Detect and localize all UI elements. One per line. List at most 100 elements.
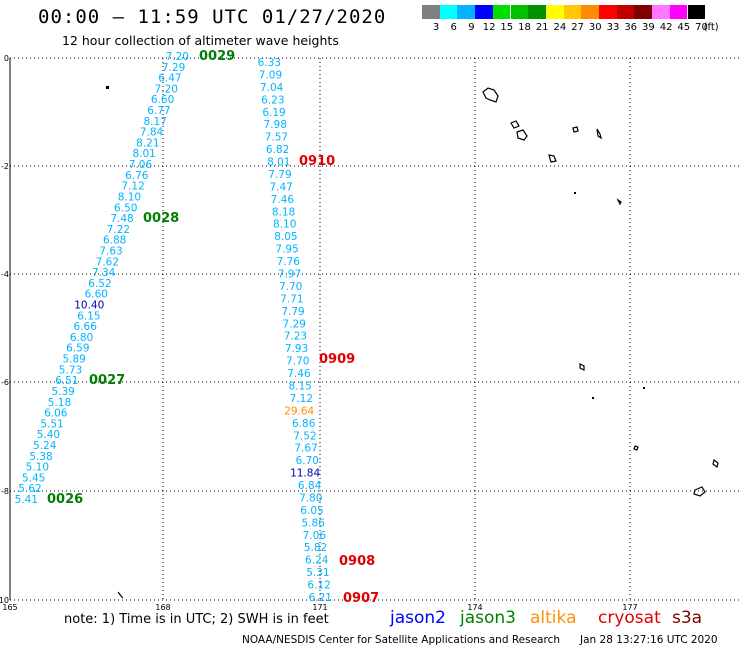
- footer-timestamp: Jan 28 13:27:16 UTC 2020: [580, 634, 718, 646]
- wave-height-value: 7.57: [265, 132, 288, 144]
- legend-unit: (ft): [703, 22, 719, 33]
- wave-height-value: 8.15: [288, 380, 311, 392]
- satellite-name: cryosat: [598, 608, 661, 628]
- wave-height-value: 8.10: [118, 191, 141, 203]
- wave-height-value: 7.12: [290, 393, 313, 405]
- legend-swatch: [422, 5, 440, 19]
- wave-height-value: 7.70: [279, 281, 302, 293]
- wave-height-value: 10.40: [74, 300, 104, 312]
- wave-height-value: 8.21: [136, 137, 159, 149]
- wave-height-value: 29.64: [284, 405, 314, 417]
- wave-height-value: 5.24: [33, 440, 57, 452]
- y-axis-label: -6: [1, 378, 9, 387]
- wave-height-value: 6.86: [292, 418, 316, 430]
- wave-height-value: 8.01: [132, 148, 155, 160]
- island: [592, 397, 594, 399]
- wave-height-value: 7.63: [99, 245, 122, 257]
- legend-swatch: [528, 5, 546, 19]
- wave-height-value: 6.52: [88, 278, 111, 290]
- wave-height-value: 6.06: [44, 408, 68, 420]
- island: [643, 387, 645, 389]
- legend-label: 33: [606, 22, 620, 33]
- island: [712, 458, 719, 469]
- wave-height-value: 7.76: [277, 256, 301, 268]
- wave-height-value: 7.79: [281, 306, 304, 318]
- wave-height-value: 6.60: [151, 94, 174, 106]
- legend-label: 24: [553, 22, 567, 33]
- wave-height-value: 7.46: [271, 194, 295, 206]
- satellite-name: s3a: [672, 608, 703, 628]
- island: [633, 445, 639, 451]
- x-axis-label: 168: [155, 603, 170, 612]
- island: [117, 591, 124, 599]
- y-axis-label: -10: [0, 596, 9, 605]
- time-label: 0029: [199, 49, 235, 64]
- legend-swatch: [492, 5, 511, 19]
- satellite-name: altika: [530, 608, 577, 628]
- legend-swatch: [457, 5, 476, 19]
- legend-label: 15: [500, 22, 514, 33]
- legend-label: 27: [571, 22, 584, 33]
- legend-label: 9: [468, 22, 475, 33]
- wave-height-value: 5.73: [59, 364, 82, 376]
- wave-height-value: 7.04: [260, 82, 284, 94]
- legend-swatch: [669, 5, 688, 19]
- wave-height-value: 7.80: [299, 492, 322, 504]
- wave-height-value: 7.97: [278, 269, 301, 281]
- legend-swatch: [510, 5, 529, 19]
- wave-height-value: 8.10: [273, 219, 296, 231]
- wave-height-value: 5.51: [40, 418, 63, 430]
- y-axis-label: 0: [4, 54, 9, 63]
- satellite-name: jason3: [460, 608, 516, 628]
- wave-height-value: 6.82: [266, 144, 289, 156]
- legend-label: 39: [642, 22, 655, 33]
- legend-swatch: [652, 5, 670, 19]
- x-axis-label: 177: [622, 603, 637, 612]
- wave-height-value: 7.98: [264, 119, 287, 131]
- wave-height-value: 7.06: [303, 530, 327, 542]
- legend-swatch: [563, 5, 582, 19]
- wave-height-value: 7.12: [121, 181, 144, 193]
- wave-height-value: 5.86: [301, 517, 325, 529]
- wave-height-value: 6.21: [309, 592, 332, 604]
- page-subtitle: 12 hour collection of altimeter wave hei…: [62, 33, 339, 48]
- legend-label: 70: [695, 22, 708, 33]
- time-label: 0028: [143, 211, 179, 226]
- wave-height-value: 7.22: [107, 224, 130, 236]
- legend-swatch: [475, 5, 493, 19]
- wave-height-value: 5.18: [48, 397, 71, 409]
- wave-height-value: 7.46: [287, 368, 311, 380]
- island: [693, 486, 706, 497]
- island: [596, 128, 602, 140]
- legend-label: 12: [482, 22, 496, 33]
- wave-height-value: 6.70: [296, 455, 319, 467]
- legend-swatch: [545, 5, 564, 19]
- island: [482, 87, 499, 103]
- island: [510, 120, 528, 141]
- wave-height-value: 8.01: [267, 157, 290, 169]
- wave-height-value: 7.29: [162, 62, 185, 74]
- legend-label: 45: [677, 22, 691, 33]
- wave-height-value: 7.47: [269, 181, 292, 193]
- wave-height-value: 5.41: [15, 494, 38, 506]
- wave-height-value: 7.20: [155, 83, 178, 95]
- island: [106, 86, 109, 89]
- wave-height-value: 5.40: [37, 429, 60, 441]
- time-label: 0027: [89, 373, 125, 388]
- y-axis-label: -2: [1, 162, 9, 171]
- wave-height-value: 6.50: [114, 202, 137, 214]
- wave-height-value: 8.18: [272, 206, 295, 218]
- islands: [106, 86, 719, 599]
- wave-height-labels: 7.207.296.477.206.606.778.177.848.218.01…: [15, 49, 380, 606]
- island: [579, 363, 585, 371]
- time-label: 0910: [299, 154, 335, 169]
- wave-height-value: 6.47: [158, 73, 181, 85]
- wave-height-value: 7.62: [96, 256, 119, 268]
- wave-height-value: 5.31: [306, 567, 329, 579]
- wave-height-value: 5.82: [304, 542, 327, 554]
- wave-height-value: 6.05: [300, 505, 323, 517]
- legend-label: 42: [659, 22, 673, 33]
- wave-height-value: 7.67: [294, 443, 317, 455]
